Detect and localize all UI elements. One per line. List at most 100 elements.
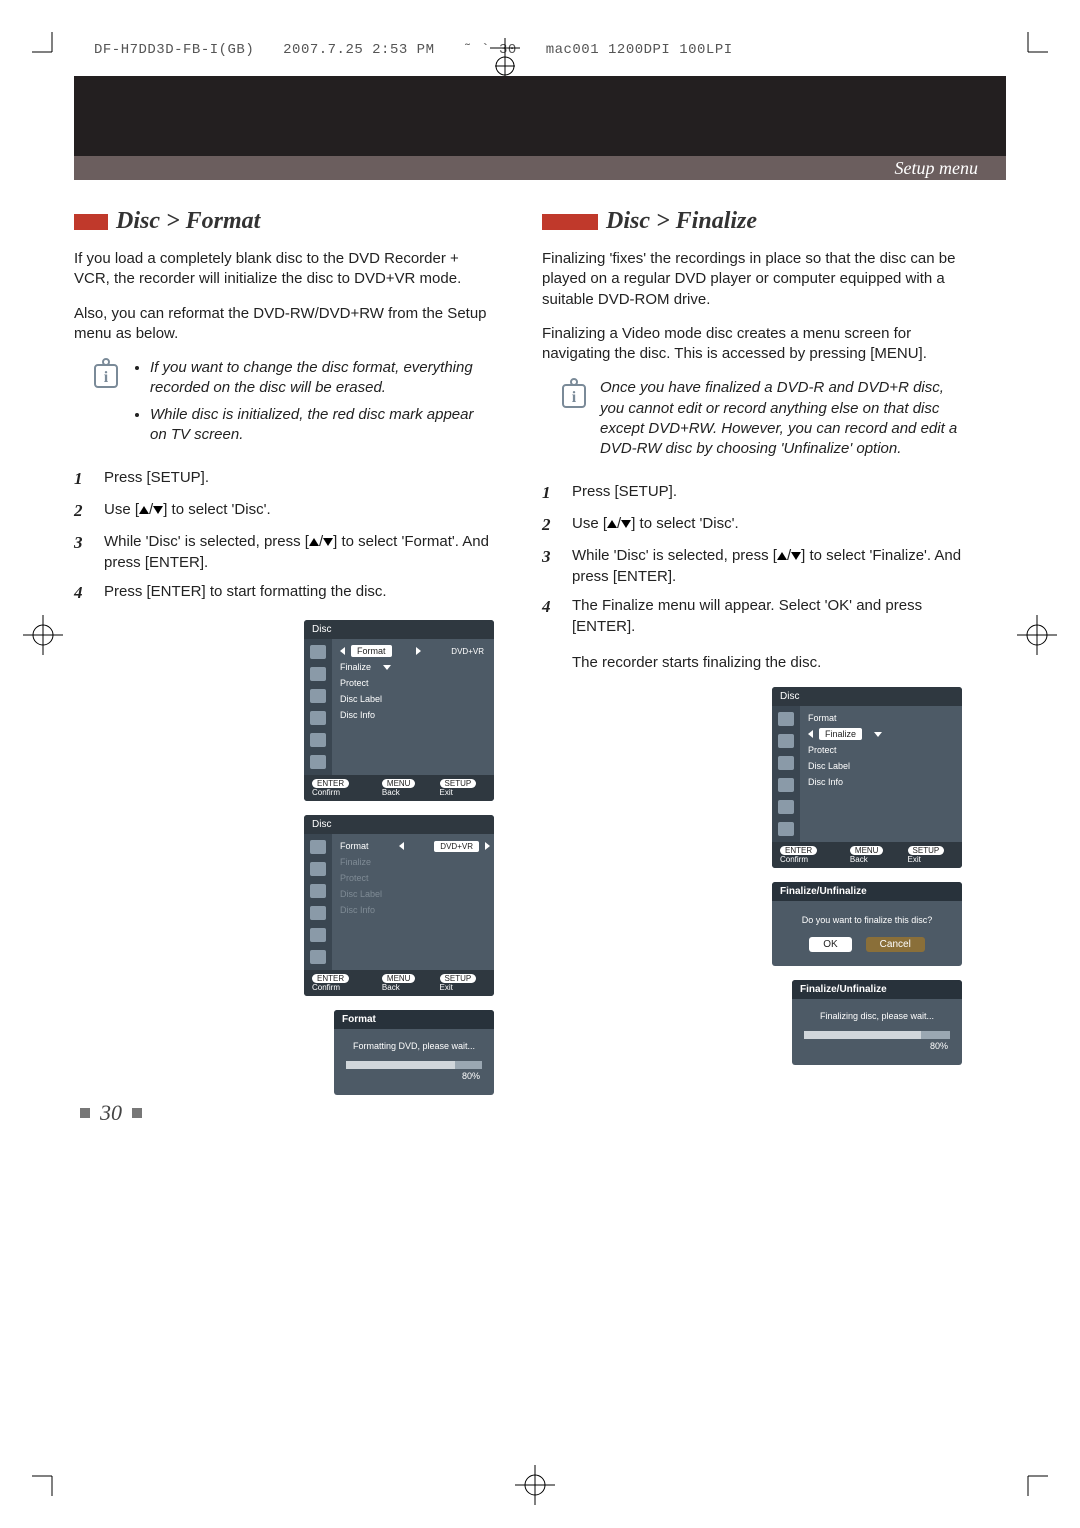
osd-tag: DVD+VR: [445, 646, 490, 657]
header-code-right: mac001 1200DPI 100LPI: [546, 42, 733, 58]
finalize-step-2: Use [/] to select 'Disc'.: [572, 513, 739, 537]
finalize-step-3: While 'Disc' is selected, press [/] to s…: [572, 545, 962, 587]
osd-item: Finalize: [819, 728, 862, 740]
accent-bar-icon: [542, 214, 598, 230]
osd-item: Protect: [340, 678, 369, 688]
step-num: 2: [542, 513, 558, 537]
progress-msg: Finalizing disc, please wait...: [804, 1011, 950, 1021]
osd-item: Disc Label: [340, 694, 382, 704]
osd-list: Format DVD+VR Finalize Protect Disc Label…: [332, 639, 494, 775]
osd-list: Format Finalize Protect Disc Label Disc …: [800, 706, 962, 842]
page: DF-H7DD3D-FB-I(GB) 2007.7.25 2:53 PM ˜ `…: [0, 0, 1080, 1528]
format-p2: Also, you can reformat the DVD-RW/DVD+RW…: [74, 304, 494, 345]
finalize-step-1: Press [SETUP].: [572, 481, 677, 505]
osd-item: Protect: [808, 745, 837, 755]
progress-bar: [804, 1031, 950, 1039]
svg-text:i: i: [104, 369, 109, 386]
page-number-ornament-icon: [80, 1108, 90, 1118]
osd-footer: ENTER Confirm MENU Back SETUP Exit: [304, 970, 494, 996]
osd-title: Disc: [304, 620, 494, 639]
crop-mark-br: [1008, 1456, 1048, 1496]
osd-item: Format: [351, 645, 392, 657]
progress-pct: 80%: [346, 1071, 482, 1081]
finalize-steps: 1Press [SETUP]. 2Use [/] to select 'Disc…: [542, 481, 962, 637]
finalize-step-4: The Finalize menu will appear. Select 'O…: [572, 595, 962, 637]
finalize-p2: Finalizing a Video mode disc creates a m…: [542, 324, 962, 365]
dialog-msg: Do you want to finalize this disc?: [784, 915, 950, 925]
osd-item: Finalize: [340, 662, 371, 672]
osd-sidebar-icons: [304, 639, 332, 775]
step-num: 2: [74, 499, 90, 523]
osd-finalize: Disc Format Finalize Protect Disc Label …: [772, 687, 962, 868]
dialog-title: Finalize/Unfinalize: [772, 882, 962, 901]
header-code: DF-H7DD3D-FB-I(GB) 2007.7.25 2:53 PM ˜ `…: [94, 42, 733, 58]
osd-item: Disc Info: [340, 710, 375, 720]
progress-title: Format: [334, 1010, 494, 1029]
header-code-date: 2007.7.25 2:53 PM: [283, 42, 434, 58]
osd-footer: ENTER Confirm MENU Back SETUP Exit: [304, 775, 494, 801]
finalize-note-text: Once you have finalized a DVD-R and DVD+…: [600, 378, 962, 459]
info-icon: i: [560, 378, 588, 465]
crop-mark-bl: [32, 1456, 72, 1496]
finalize-dialog: Finalize/Unfinalize Do you want to final…: [772, 882, 962, 966]
registration-mark-left: [18, 610, 68, 660]
section-title-format: Disc > Format: [74, 208, 494, 235]
progress-title: Finalize/Unfinalize: [792, 980, 962, 999]
step-num: 3: [542, 545, 558, 587]
osd-item: Finalize: [340, 857, 371, 867]
format-note-2: While disc is initialized, the red disc …: [150, 405, 494, 446]
progress-bar: [346, 1061, 482, 1069]
format-step-1: Press [SETUP].: [104, 467, 209, 491]
finalize-note: i Once you have finalized a DVD-R and DV…: [560, 378, 962, 465]
progress-pct: 80%: [804, 1041, 950, 1051]
step-num: 4: [74, 581, 90, 605]
dialog-ok-button[interactable]: OK: [809, 937, 851, 952]
finalize-post: The recorder starts finalizing the disc.: [572, 653, 962, 673]
progress-msg: Formatting DVD, please wait...: [346, 1041, 482, 1051]
format-step-3: While 'Disc' is selected, press [/] to s…: [104, 531, 494, 573]
banner-sub: Setup menu: [74, 156, 1006, 180]
step-num: 1: [74, 467, 90, 491]
format-note-1: If you want to change the disc format, e…: [150, 358, 494, 399]
format-note: i If you want to change the disc format,…: [92, 358, 494, 451]
registration-mark-bottom: [510, 1460, 560, 1510]
osd-format-2: Disc FormatDVD+VR Finalize Protect Disc …: [304, 815, 494, 996]
osd-list: FormatDVD+VR Finalize Protect Disc Label…: [332, 834, 494, 970]
osd-item: Disc Info: [340, 905, 375, 915]
osd-item: Disc Label: [340, 889, 382, 899]
format-p1: If you load a completely blank disc to t…: [74, 249, 494, 290]
finalize-progress: Finalize/Unfinalize Finalizing disc, ple…: [792, 980, 962, 1065]
osd-footer: ENTER Confirm MENU Back SETUP Exit: [772, 842, 962, 868]
osd-item: Format: [808, 713, 837, 723]
page-number-value: 30: [100, 1100, 122, 1126]
banner-dark: [74, 76, 1006, 156]
osd-item: Format: [340, 841, 369, 851]
banner-sub-text: Setup menu: [895, 158, 978, 179]
dialog-cancel-button[interactable]: Cancel: [866, 937, 925, 952]
osd-title: Disc: [772, 687, 962, 706]
page-number: 30: [80, 1100, 142, 1126]
osd-item: Disc Label: [808, 761, 850, 771]
format-step-4: Press [ENTER] to start formatting the di…: [104, 581, 387, 605]
osd-item: Disc Info: [808, 777, 843, 787]
registration-mark-right: [1012, 610, 1062, 660]
accent-bar-icon: [74, 214, 108, 230]
banner: Setup menu: [74, 76, 1006, 180]
crop-mark-tl: [32, 32, 72, 72]
svg-text:i: i: [572, 389, 577, 406]
section-title-text: Disc > Finalize: [606, 208, 757, 235]
crop-mark-tr: [1008, 32, 1048, 72]
osd-sidebar-icons: [304, 834, 332, 970]
content: Disc > Format If you load a completely b…: [74, 208, 1006, 1109]
section-title-finalize: Disc > Finalize: [542, 208, 962, 235]
osd-tag: DVD+VR: [434, 841, 479, 852]
info-icon: i: [92, 358, 120, 451]
format-progress: Format Formatting DVD, please wait... 80…: [334, 1010, 494, 1095]
step-num: 3: [74, 531, 90, 573]
finalize-p1: Finalizing 'fixes' the recordings in pla…: [542, 249, 962, 310]
osd-title: Disc: [304, 815, 494, 834]
osd-format-1: Disc Format DVD+VR Finalize Protect Disc …: [304, 620, 494, 801]
col-format: Disc > Format If you load a completely b…: [74, 208, 494, 1109]
format-steps: 1 Press [SETUP]. 2 Use [/] to select 'Disc…: [74, 467, 494, 604]
format-step-2: Use [/] to select 'Disc'.: [104, 499, 271, 523]
